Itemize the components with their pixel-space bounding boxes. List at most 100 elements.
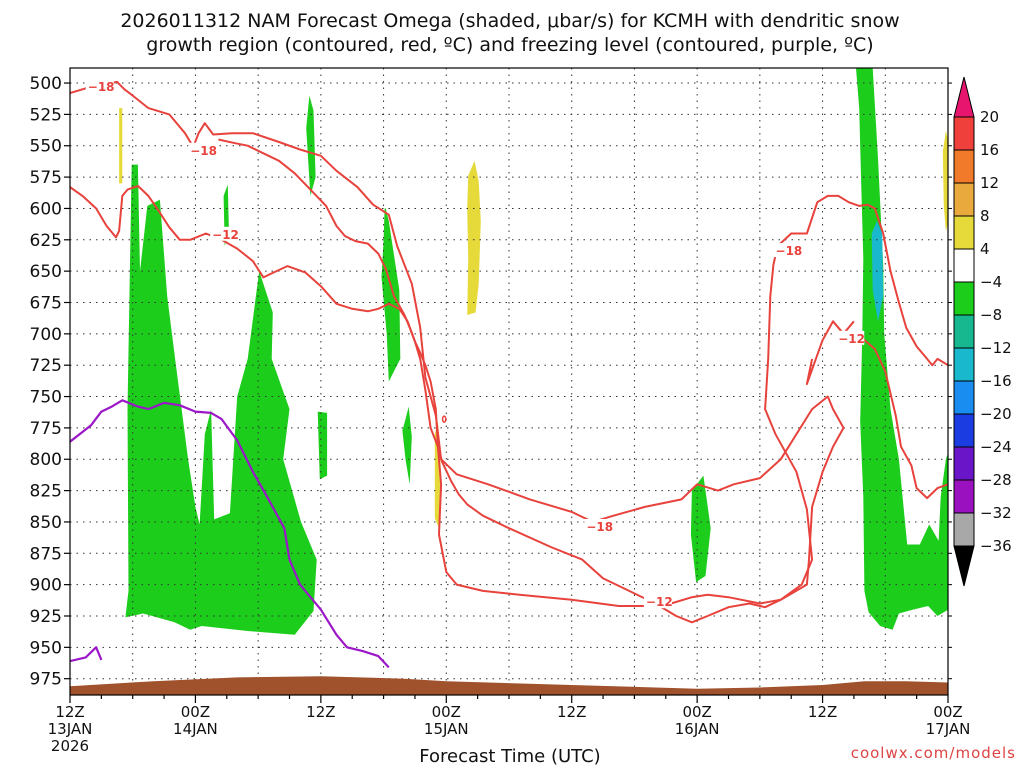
contour-label-bg-4 [584,518,613,533]
omega-region-3 [317,411,328,480]
omega-region-9 [119,108,123,184]
contour-label-1: −12 [212,228,239,242]
xtick-label-7-1: 00Z [933,703,962,721]
omega-region-7 [856,68,948,630]
ytick-label-18: 950 [30,638,62,658]
colorbar-label-0: 20 [980,108,999,126]
contour-label-2: −12 [838,332,865,346]
colorbar-swatch-2 [953,149,975,184]
ytick-label-13: 825 [30,482,62,502]
red-dot [441,415,447,423]
ytick-label-14: 850 [30,513,62,533]
xtick-label-7-2: 17JAN [926,720,971,738]
xtick-label-6-1: 12Z [808,703,837,721]
colorbar-label-7: −12 [980,339,1012,357]
ytick-label-4: 600 [30,199,62,219]
ytick-label-15: 875 [30,544,62,564]
xtick-label-3-2: 15JAN [424,720,469,738]
contour-label-0: −18 [88,80,115,94]
omega-region-5 [402,406,412,485]
xtick-label-0-3: 2026 [51,737,89,755]
colorbar-swatch-6 [953,281,975,316]
ytick-label-1: 525 [30,105,62,125]
xtick-label-1-2: 14JAN [173,720,218,738]
ytick-label-2: 550 [30,137,62,157]
ytick-label-3: 575 [30,168,62,188]
colorbar-label-12: −32 [980,504,1012,522]
omega-region-4 [381,208,401,382]
colorbar-swatch-5 [953,248,975,283]
colorbar-label-11: −28 [980,471,1012,489]
xtick-label-1-1: 00Z [181,703,210,721]
freezing-contour-0 [70,399,390,669]
ytick-label-11: 775 [30,419,62,439]
colorbar-swatch-10 [953,413,975,448]
grid-lines [70,68,948,695]
dgz-contour-3 [805,320,855,385]
colorbar-swatch-9 [953,380,975,415]
xtick-label-2-1: 12Z [306,703,335,721]
ytick-label-5: 625 [30,231,62,251]
colorbar-label-4: 4 [980,240,990,258]
ytick-label-19: 975 [30,670,62,690]
colorbar-label-3: 8 [980,207,990,225]
omega-region-0 [125,164,317,635]
colorbar-label-1: 16 [980,141,999,159]
y-axis: 500 525 550 575 600 625 650 675 700 725 750 775 800 8… [30,74,952,690]
contour-label-bg-5 [643,594,672,609]
colorbar-swatch-1 [953,116,975,151]
dgz-contours [70,80,948,624]
contour-label-bg-1 [210,226,239,241]
ytick-label-10: 750 [30,388,62,408]
colorbar-swatch-4 [953,215,975,250]
contour-label-4: −18 [586,520,613,534]
xtick-label-0-1: 12Z [55,703,84,721]
colorbar-swatch-3 [953,182,975,217]
xtick-label-5-2: 16JAN [675,720,720,738]
ytick-label-9: 725 [30,356,62,376]
omega-region-12 [942,130,948,231]
ytick-label-0: 500 [30,74,62,94]
xtick-label-5-1: 00Z [682,703,711,721]
colorbar-swatch-12 [953,479,975,514]
ytick-label-17: 925 [30,607,62,627]
xtick-label-3-1: 00Z [432,703,461,721]
contour-labels: −18 −12 −12 −18 −18 −12 −18 [85,78,865,609]
colorbar-bottom-triangle [953,545,975,587]
omega-shading [119,68,948,635]
ytick-label-12: 800 [30,450,62,470]
dgz-contour-0 [70,80,845,607]
freezing-level-contour [70,399,390,669]
colorbar-swatch-13 [953,512,975,547]
contour-label-3: −18 [776,244,803,258]
ytick-label-16: 900 [30,576,62,596]
chart-title-line-2: growth region (contoured, red, ºC) and f… [146,34,873,56]
contour-label-bg-6 [188,142,217,157]
x-axis-label: Forecast Time (UTC) [419,746,600,767]
omega-region-6 [690,475,711,583]
colorbar: 20 16 12 8 4 −4 −8 −12 −16 −20 −24 −28 −32 −36 [953,76,1012,587]
colorbar-label-2: 12 [980,174,999,192]
colorbar-label-5: −4 [980,273,1002,291]
colorbar-label-10: −24 [980,438,1012,456]
xtick-label-0-2: 13JAN [48,720,93,738]
colorbar-top-triangle [953,76,975,118]
contour-label-6: −18 [190,144,217,158]
terrain-fill [70,676,948,695]
contour-label-bg-0 [85,78,114,93]
contour-label-bg-2 [836,330,865,345]
ytick-label-8: 700 [30,325,62,345]
contour-label-bg-3 [773,243,802,258]
ytick-label-6: 650 [30,262,62,282]
dgz-contour-1 [70,184,948,624]
chart-title-line-1: 2026011312 NAM Forecast Omega (shaded, μ… [120,10,899,32]
colorbar-label-9: −20 [980,405,1012,423]
colorbar-label-8: −16 [980,372,1012,390]
terrain [70,676,948,695]
contour-label-5: −12 [646,595,673,609]
colorbar-label-6: −8 [980,306,1002,324]
freezing-contour-1 [70,646,103,663]
